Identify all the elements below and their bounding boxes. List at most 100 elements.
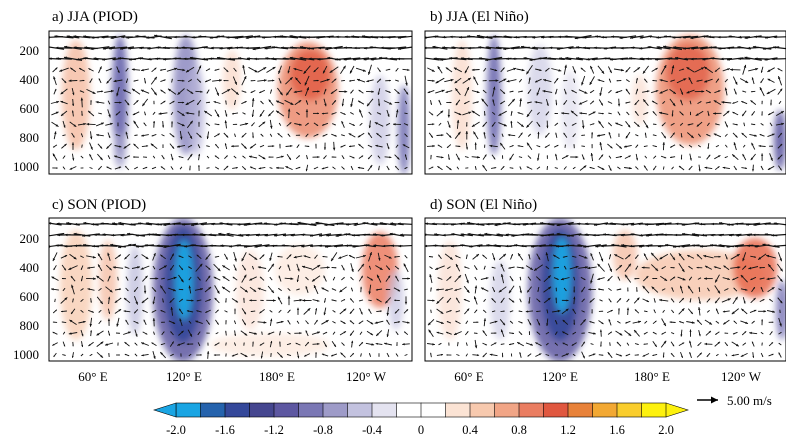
colorbar-label: 1.2 (560, 423, 576, 437)
wind-vector-head (495, 46, 499, 49)
wind-vector-head (125, 319, 128, 322)
wind-vector-head (325, 332, 328, 334)
wind-vector-head (735, 343, 739, 347)
wind-vector-head (555, 287, 557, 289)
wind-vector-head (562, 256, 565, 258)
wind-vector-head (619, 332, 623, 336)
wind-vector-head (754, 256, 756, 258)
wind-vector-head (289, 309, 291, 312)
wind-vector-head (253, 289, 257, 292)
wind-vector-head (455, 310, 458, 313)
wind-vector-head (190, 79, 192, 81)
wind-vector-head (397, 267, 399, 270)
wind-vector-head (249, 278, 253, 281)
wind-vector-head (278, 311, 280, 313)
wind-vector-head (464, 102, 467, 104)
wind-vector-head (353, 223, 357, 227)
wind-vector-head (378, 168, 380, 171)
wind-vector-head (609, 222, 613, 225)
wind-vector-head (126, 111, 128, 113)
wind-vector-head (664, 156, 667, 159)
wind-vector-head (253, 321, 255, 323)
wind-vector-head (600, 103, 603, 106)
wind-vector-head (115, 113, 118, 116)
wind-vector-head (555, 153, 557, 157)
wind-vector-head (619, 146, 622, 149)
wind-vector-head (271, 57, 274, 60)
wind-vector-head (125, 70, 127, 72)
wind-vector-head (639, 36, 643, 39)
wind-vector-head (655, 268, 659, 271)
wind-vector-head (597, 134, 600, 137)
colorbar-label: 0.4 (462, 423, 478, 437)
wind-vector-head (503, 123, 507, 127)
wind-vector-head (754, 245, 758, 248)
colorbar-label: -0.8 (313, 423, 333, 437)
wind-vector-head (663, 340, 667, 344)
wind-vector-head (143, 122, 145, 125)
wind-vector-head (689, 329, 692, 332)
wind-vector-head (592, 111, 596, 114)
wind-vector-head (564, 35, 568, 38)
wind-vector-head (652, 332, 655, 334)
wind-vector-head (244, 91, 247, 93)
wind-vector-head (136, 245, 139, 248)
wind-vector-head (523, 57, 527, 60)
wind-vector-head (573, 276, 575, 279)
wind-vector-head (432, 79, 435, 82)
wind-vector-head (128, 58, 132, 61)
wind-vector-head (652, 277, 654, 280)
wind-vector-head (705, 265, 708, 269)
wind-vector-head (436, 301, 440, 304)
wind-vector-head (555, 132, 557, 135)
wind-vector (529, 56, 548, 61)
wind-vector-head (735, 135, 738, 138)
wind-vector-head (521, 90, 523, 93)
wind-vector-head (70, 67, 73, 70)
wind-vector-head (466, 254, 468, 257)
wind-vector-head (625, 70, 628, 73)
wind-vector-head (106, 80, 109, 84)
wind-vector-head (760, 70, 763, 73)
wind-vector-head (653, 168, 655, 171)
wind-vector-head (459, 35, 462, 39)
wind-vector-head (151, 311, 154, 313)
wind-vector-head (538, 300, 541, 303)
wind-vector-head (51, 288, 54, 291)
wind-vector-head (380, 35, 384, 39)
wind-vector-head (110, 36, 114, 40)
wind-vector-head (367, 103, 370, 107)
wind-vector-head (688, 168, 691, 170)
wind-vector-head (779, 258, 782, 262)
wind-vector-head (313, 285, 317, 289)
wind-vector-head (601, 70, 605, 74)
wind-vector-head (153, 267, 155, 270)
wind-vector-head (753, 223, 757, 226)
wind-vector-head (527, 289, 530, 293)
wind-vector-head (271, 167, 273, 169)
wind-vector-head (171, 158, 174, 161)
wind-vector-head (469, 245, 472, 248)
wind-vector-head (702, 35, 706, 38)
wind-vector-head (290, 234, 294, 237)
wind-vector-head (573, 70, 576, 74)
wind-vector-head (648, 35, 652, 38)
wind-vector-head (609, 268, 612, 272)
wind-vector-head (199, 233, 203, 236)
wind-vector-head (691, 233, 695, 236)
wind-vector-head (727, 223, 730, 226)
wind-vector-head (310, 234, 313, 237)
wind-vector-head (306, 157, 308, 160)
wind-vector-head (55, 244, 59, 247)
wind-vector-head (262, 254, 265, 257)
wind-vector-head (145, 256, 149, 259)
wind-vector-head (449, 310, 452, 312)
wind-vector-head (663, 45, 667, 49)
wind-vector-head (278, 288, 280, 290)
wind-vector-head (386, 319, 389, 322)
colorbar-label: 0.8 (511, 423, 527, 437)
wind-vector-head (307, 342, 309, 344)
wind-vector-head (536, 331, 539, 334)
wind-vector-head (670, 80, 672, 82)
wind-vector-head (215, 144, 217, 146)
